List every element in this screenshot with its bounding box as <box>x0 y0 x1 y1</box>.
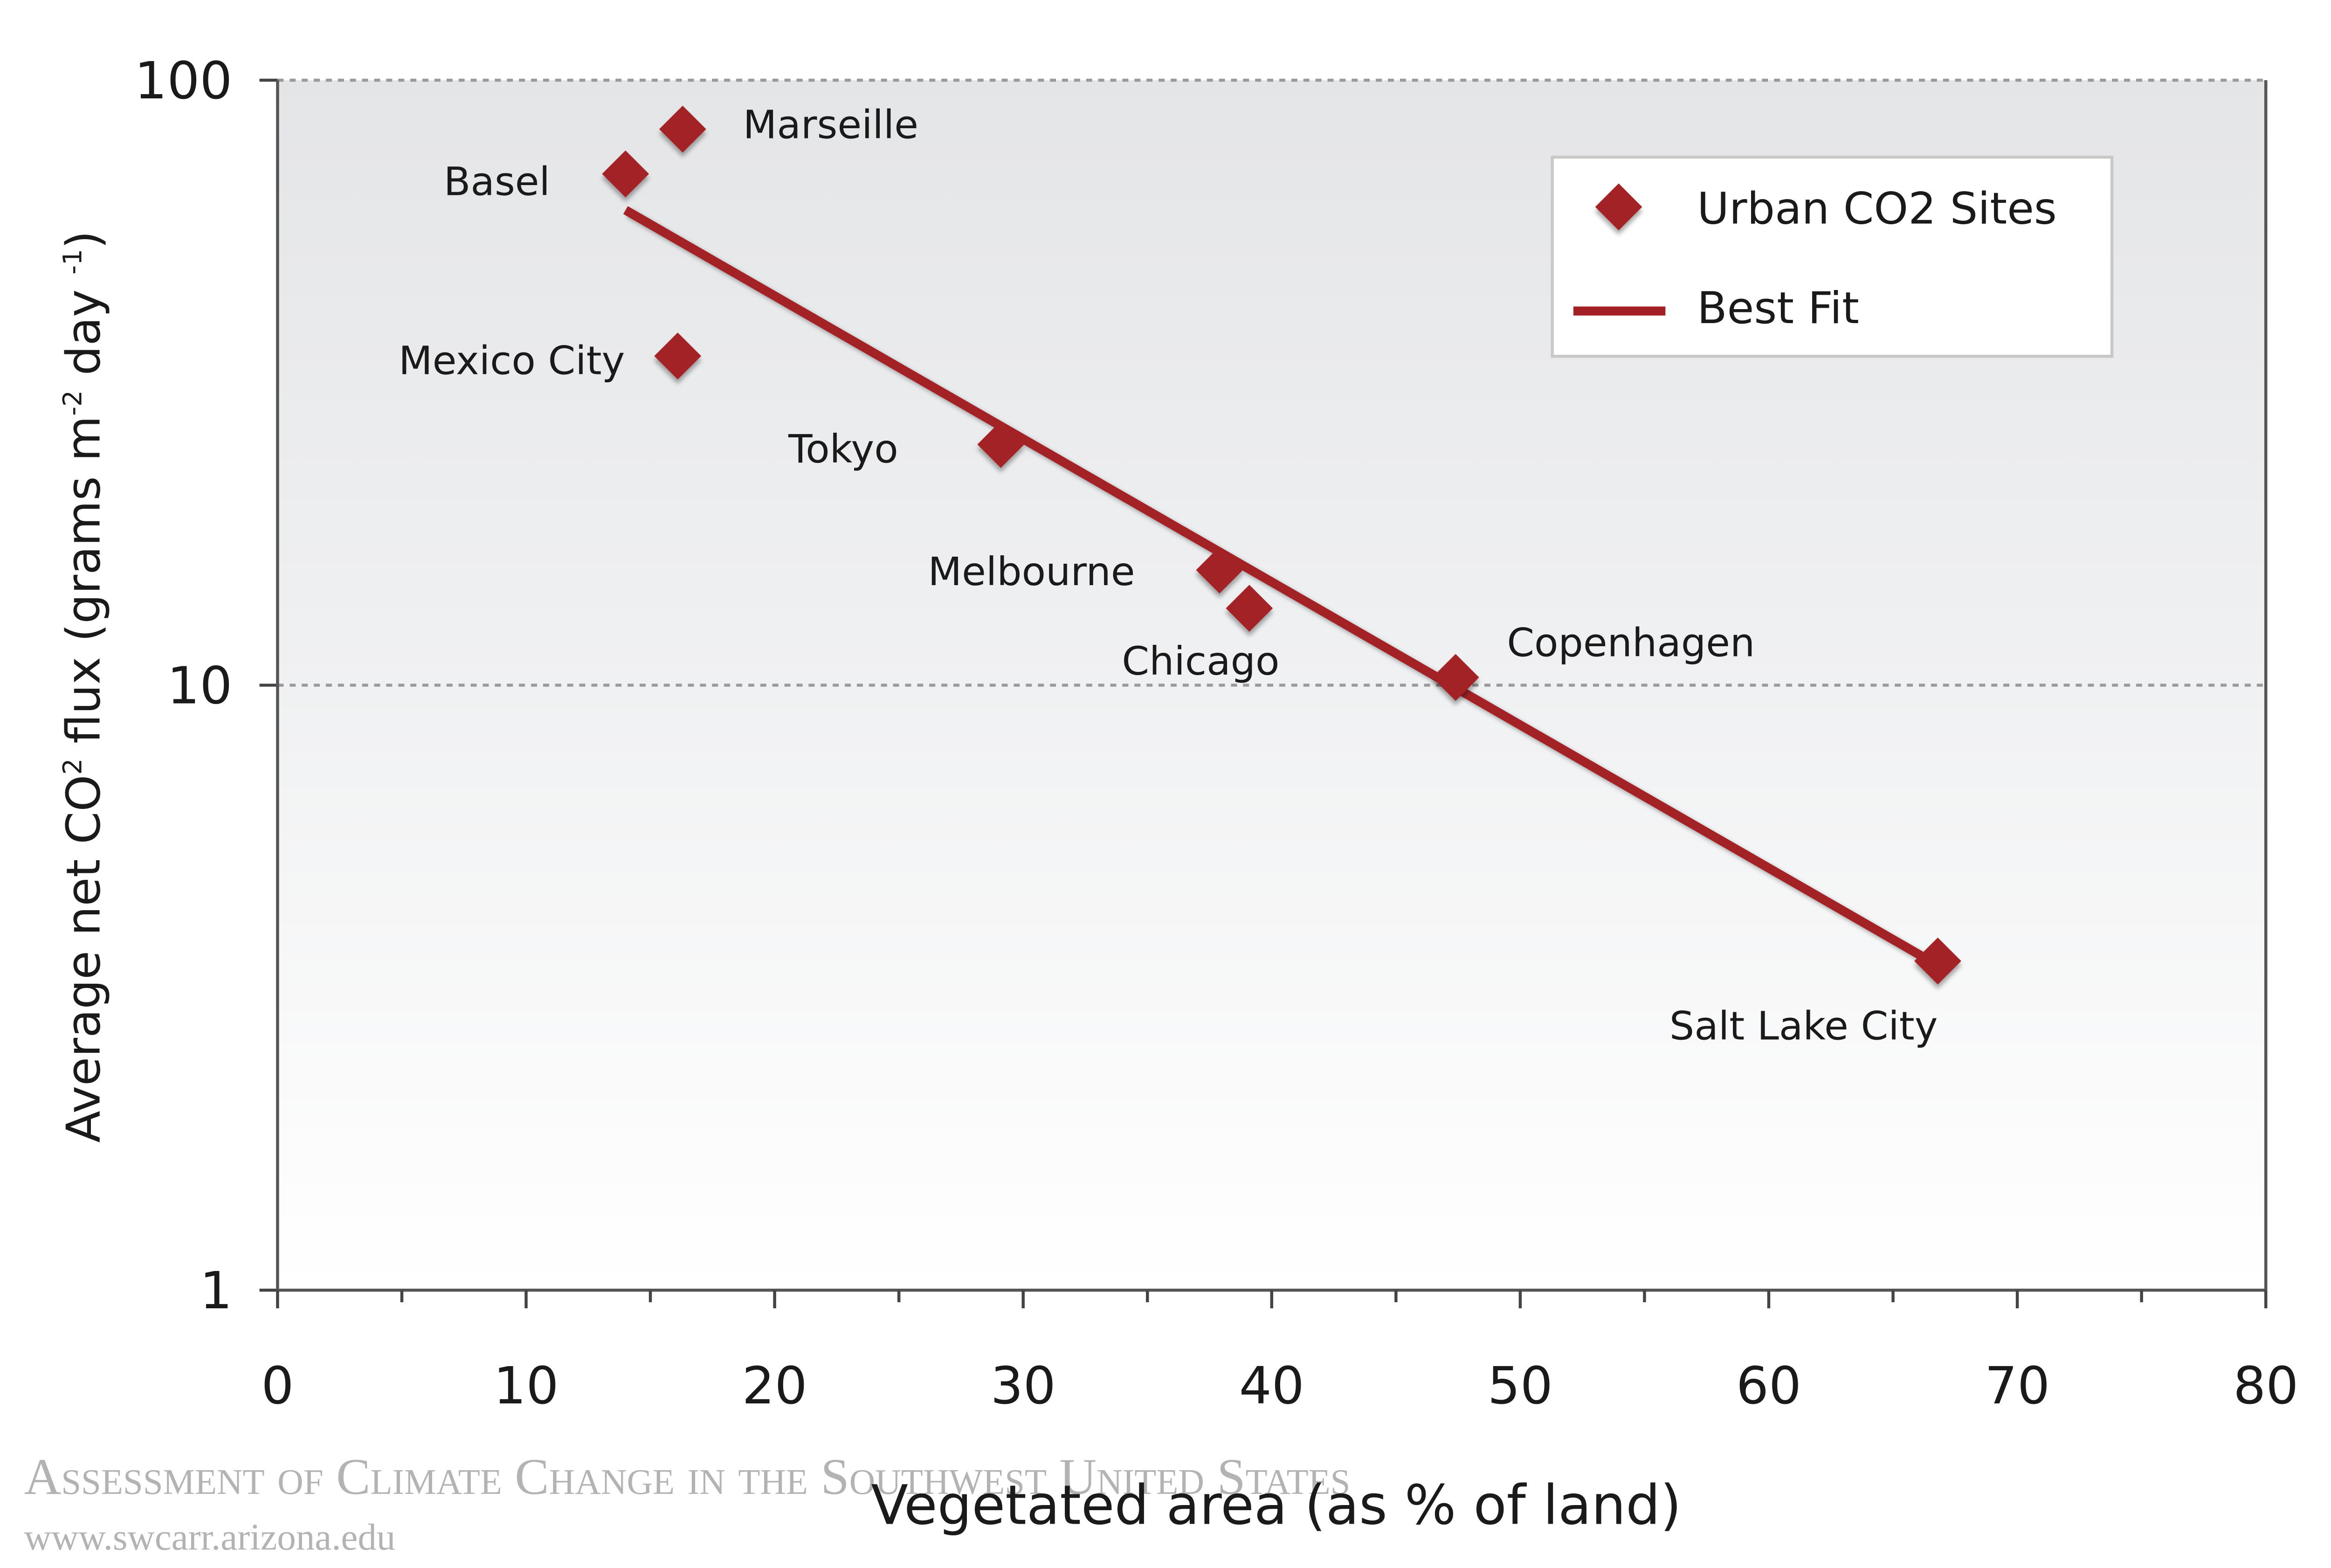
point-label: Chicago <box>1122 638 1279 684</box>
point-label: Tokyo <box>788 426 898 472</box>
y-tick-label: 10 <box>167 656 232 715</box>
x-tick-label: 80 <box>2233 1356 2298 1416</box>
legend-label-sites: Urban CO2 Sites <box>1697 183 2057 234</box>
watermark-title: Assessment of Climate Change in the Sout… <box>24 1448 1351 1505</box>
watermark-url: www.swcarr.arizona.edu <box>24 1517 395 1558</box>
point-label: Basel <box>444 159 550 204</box>
y-tick-label: 1 <box>200 1261 232 1320</box>
legend-label-fit: Best Fit <box>1697 283 1859 334</box>
point-label: Mexico City <box>399 338 625 383</box>
point-label: Melbourne <box>928 549 1135 594</box>
point-label: Salt Lake City <box>1669 1003 1938 1049</box>
x-tick-label: 50 <box>1488 1356 1553 1416</box>
y-axis-label: Average net CO2 flux (grams m-2 day -1) <box>56 231 111 1143</box>
x-tick-label: 60 <box>1736 1356 1801 1416</box>
data-point-mexico-city <box>654 332 702 380</box>
best-fit-line <box>623 206 1933 965</box>
x-tick-label: 10 <box>494 1356 559 1416</box>
data-point-salt-lake-city <box>1914 937 1961 985</box>
x-tick-label: 0 <box>261 1356 294 1416</box>
point-label: Copenhagen <box>1507 620 1755 666</box>
x-tick-label: 20 <box>742 1356 807 1416</box>
x-tick-label: 30 <box>991 1356 1056 1416</box>
x-tick-label: 70 <box>1985 1356 2050 1416</box>
data-point-marseille <box>659 105 706 153</box>
legend: Urban CO2 Sites Best Fit <box>1551 155 2114 358</box>
y-tick-label: 100 <box>134 51 232 111</box>
x-axis-label: Vegetated area (as % of land) <box>871 1474 1681 1537</box>
x-tick-label: 40 <box>1239 1356 1304 1416</box>
point-label: Marseille <box>743 102 918 147</box>
